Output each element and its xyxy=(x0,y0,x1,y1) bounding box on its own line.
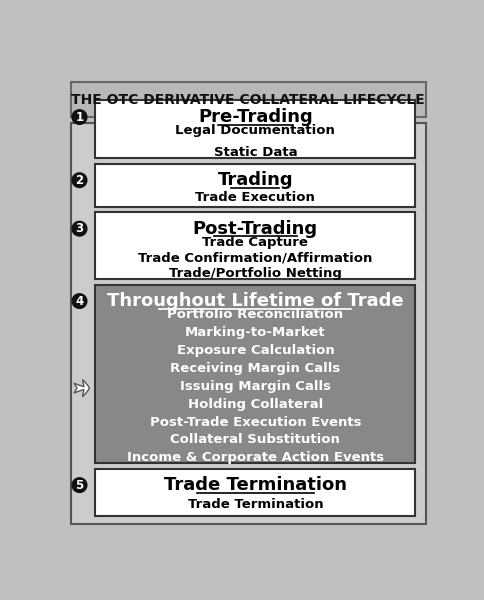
Text: Trade Termination: Trade Termination xyxy=(188,499,323,511)
FancyBboxPatch shape xyxy=(71,123,425,524)
Text: Holding Collateral: Holding Collateral xyxy=(188,398,323,411)
Text: 4: 4 xyxy=(76,295,84,308)
Text: Issuing Margin Calls: Issuing Margin Calls xyxy=(180,380,331,393)
Text: Income & Corporate Action Events: Income & Corporate Action Events xyxy=(127,451,384,464)
Text: Legal Documentation: Legal Documentation xyxy=(176,124,335,137)
Text: Marking-to-Market: Marking-to-Market xyxy=(185,326,326,339)
Text: Trade Execution: Trade Execution xyxy=(196,191,316,204)
FancyBboxPatch shape xyxy=(95,100,415,158)
Circle shape xyxy=(72,221,87,236)
Text: Pre-Trading: Pre-Trading xyxy=(198,108,313,126)
Text: THE OTC DERIVATIVE COLLATERAL LIFECYCLE: THE OTC DERIVATIVE COLLATERAL LIFECYCLE xyxy=(71,93,425,107)
Text: Portfolio Reconciliation: Portfolio Reconciliation xyxy=(167,308,344,322)
Text: 3: 3 xyxy=(76,222,84,235)
FancyBboxPatch shape xyxy=(95,469,415,516)
Text: Collateral Substitution: Collateral Substitution xyxy=(170,433,340,446)
Text: Trade/Portfolio Netting: Trade/Portfolio Netting xyxy=(169,267,342,280)
FancyBboxPatch shape xyxy=(71,82,425,118)
Text: Trade Capture: Trade Capture xyxy=(202,236,308,249)
Circle shape xyxy=(72,478,87,493)
Circle shape xyxy=(72,173,87,187)
FancyBboxPatch shape xyxy=(95,212,415,279)
Circle shape xyxy=(72,110,87,124)
Text: Trading: Trading xyxy=(218,171,293,189)
Circle shape xyxy=(72,294,87,308)
Text: Post-Trading: Post-Trading xyxy=(193,220,318,238)
Text: 1: 1 xyxy=(76,110,84,124)
Text: Throughout Lifetime of Trade: Throughout Lifetime of Trade xyxy=(107,292,404,310)
Text: Trade Termination: Trade Termination xyxy=(164,476,347,494)
Text: Receiving Margin Calls: Receiving Margin Calls xyxy=(170,362,341,375)
Text: Trade Confirmation/Affirmation: Trade Confirmation/Affirmation xyxy=(138,251,373,265)
FancyBboxPatch shape xyxy=(95,164,415,207)
Text: Post-Trade Execution Events: Post-Trade Execution Events xyxy=(150,416,361,428)
Text: 2: 2 xyxy=(76,173,84,187)
Text: Static Data: Static Data xyxy=(213,146,297,160)
FancyBboxPatch shape xyxy=(95,284,415,463)
Text: Exposure Calculation: Exposure Calculation xyxy=(177,344,334,357)
Text: 5: 5 xyxy=(76,479,84,491)
